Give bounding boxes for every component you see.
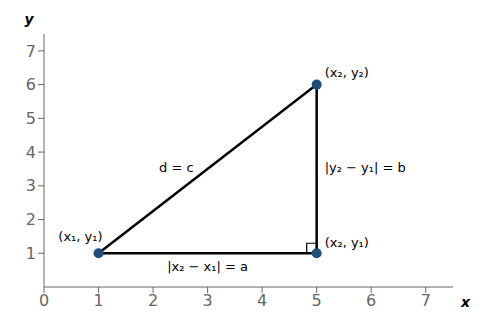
svg-text:7: 7 bbox=[26, 42, 36, 61]
svg-text:3: 3 bbox=[203, 291, 213, 310]
svg-text:d = c: d = c bbox=[159, 160, 194, 175]
svg-text:7: 7 bbox=[421, 291, 431, 310]
svg-text:(x₂, y₂): (x₂, y₂) bbox=[325, 65, 369, 80]
svg-text:3: 3 bbox=[26, 176, 36, 195]
svg-text:5: 5 bbox=[26, 109, 36, 128]
svg-text:1: 1 bbox=[93, 291, 103, 310]
svg-text:4: 4 bbox=[257, 291, 267, 310]
svg-text:|y₂ − y₁| = b: |y₂ − y₁| = b bbox=[325, 160, 406, 175]
svg-text:x: x bbox=[460, 294, 471, 310]
svg-text:2: 2 bbox=[148, 291, 158, 310]
svg-text:6: 6 bbox=[366, 291, 376, 310]
svg-text:2: 2 bbox=[26, 210, 36, 229]
svg-text:1: 1 bbox=[26, 244, 36, 263]
svg-text:0: 0 bbox=[39, 291, 49, 310]
svg-text:5: 5 bbox=[312, 291, 322, 310]
svg-text:|x₂ − x₁| = a: |x₂ − x₁| = a bbox=[167, 259, 248, 274]
svg-text:(x₂, y₁): (x₂, y₁) bbox=[325, 235, 369, 250]
svg-text:4: 4 bbox=[26, 143, 36, 162]
svg-text:y: y bbox=[24, 11, 34, 27]
svg-text:(x₁, y₁): (x₁, y₁) bbox=[58, 229, 102, 244]
svg-text:6: 6 bbox=[26, 75, 36, 94]
